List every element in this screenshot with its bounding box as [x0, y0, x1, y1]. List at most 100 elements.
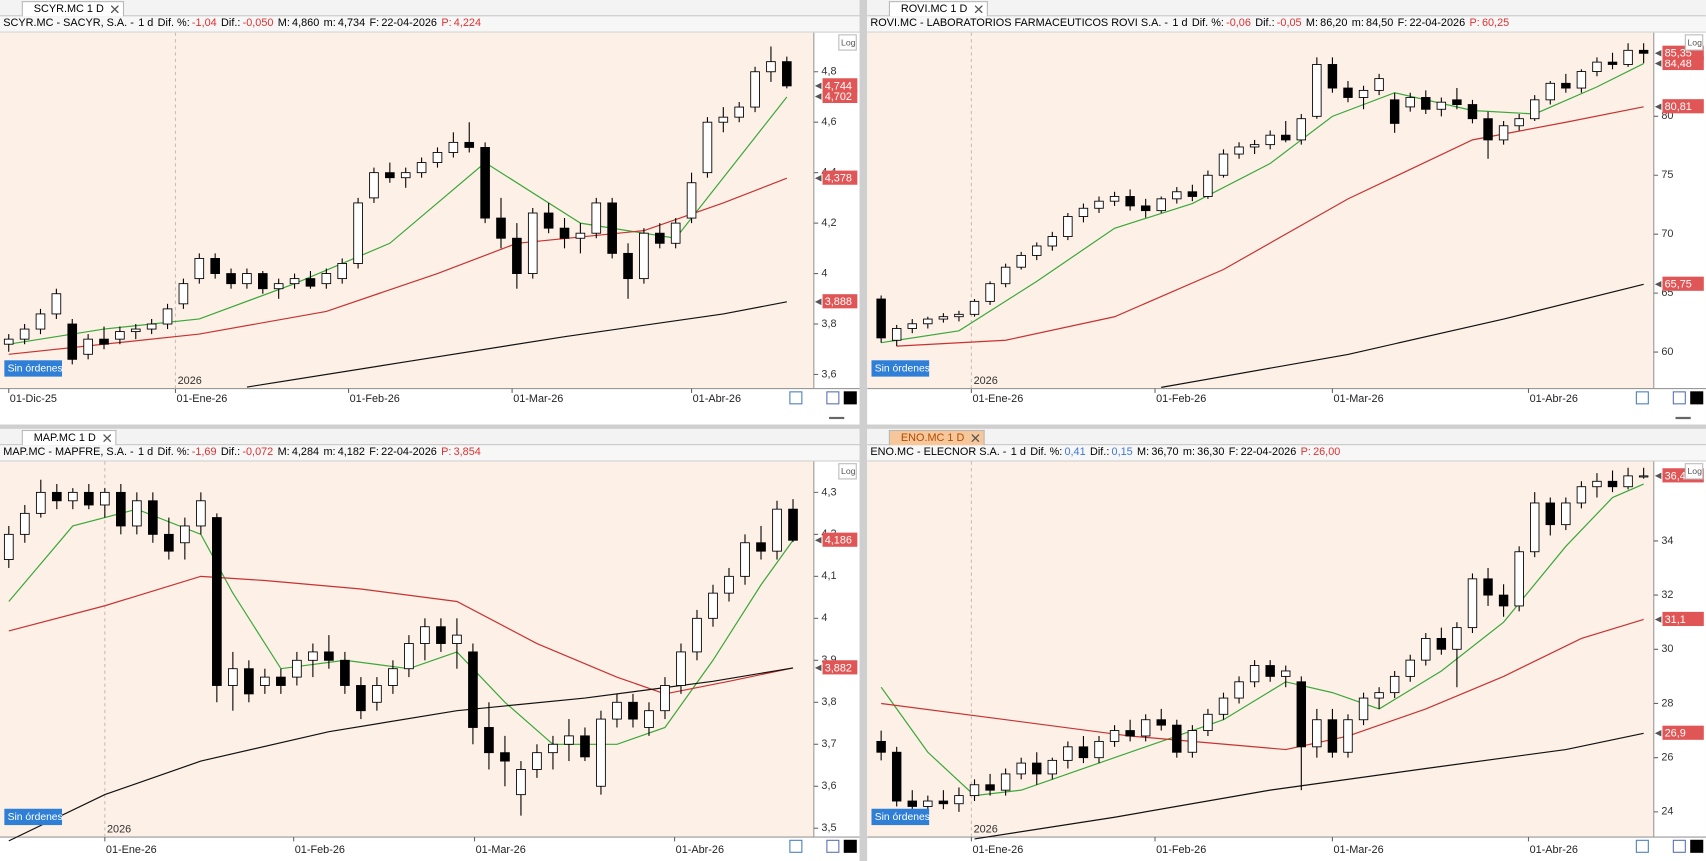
stat-value: -0,050 — [242, 17, 274, 30]
toolbar-icon[interactable] — [843, 839, 857, 853]
candle-body — [337, 263, 348, 280]
candle-body — [702, 121, 713, 174]
close-icon[interactable] — [971, 434, 980, 442]
candle-body — [1327, 64, 1338, 89]
candle-body — [1530, 502, 1540, 553]
candle-body — [543, 212, 554, 229]
toolbar-icon[interactable] — [1672, 391, 1686, 405]
toolbar-icon[interactable] — [789, 839, 803, 853]
candle-body — [766, 61, 776, 73]
price-tag-label: 4,186 — [825, 535, 852, 547]
price-tag-label: 31,1 — [1665, 614, 1686, 626]
candle-body — [258, 273, 268, 290]
y-tick-label: 26 — [1661, 752, 1673, 764]
toolbar-icon[interactable] — [1690, 839, 1704, 853]
toolbar-icon[interactable] — [826, 391, 840, 405]
candle-body — [1592, 480, 1602, 488]
stat-value: -0,05 — [1276, 17, 1302, 30]
y-tick-label: 32 — [1661, 589, 1673, 601]
price-arrow — [814, 93, 822, 100]
candle-body — [464, 141, 475, 148]
candle-body — [1203, 713, 1213, 732]
stat-label: m: — [1182, 446, 1195, 459]
stat-value: 60,25 — [1481, 17, 1510, 30]
close-icon[interactable] — [974, 5, 983, 14]
toolbar-icon[interactable] — [826, 839, 840, 853]
price-tag — [822, 660, 858, 675]
candle-body — [356, 685, 366, 712]
x-tick-label: 01-Ene-26 — [177, 393, 228, 405]
toolbar-icon[interactable] — [1635, 839, 1649, 853]
log-button[interactable]: Log — [1684, 34, 1704, 51]
stat-value: -1,04 — [191, 17, 217, 30]
orders-button[interactable]: Sin órdenes — [4, 808, 63, 826]
candle-body — [196, 500, 206, 527]
candle-body — [985, 784, 995, 791]
chart-tab[interactable]: SCYR.MC 1 D — [21, 1, 125, 17]
candle-body — [1016, 762, 1026, 775]
symbol-name: ENO.MC - ELECNOR S.A. - — [870, 446, 1007, 459]
candle-body — [954, 313, 964, 318]
candle-body — [1498, 594, 1509, 607]
candle-body — [289, 278, 300, 285]
orders-button[interactable]: Sin órdenes — [871, 808, 930, 826]
candle-body — [404, 643, 414, 670]
orders-button-label: Sin órdenes — [8, 812, 63, 823]
candle-body — [1374, 78, 1384, 91]
candle-body — [740, 542, 750, 577]
toolbar-icon[interactable] — [1635, 391, 1649, 405]
candle-body — [670, 222, 681, 244]
chart-panel: ROVI.MC 1 D ROVI.MC - LABORATORIOS FARMAC… — [867, 0, 1706, 425]
candle-body — [907, 323, 917, 329]
stat-value: 36,70 — [1151, 446, 1179, 459]
candle-body — [67, 491, 78, 502]
toolbar-icon[interactable] — [789, 391, 803, 405]
close-icon[interactable] — [103, 434, 112, 442]
candle-body — [432, 152, 443, 164]
candle-body — [1187, 191, 1198, 197]
candle-body — [788, 508, 798, 541]
tab-label: ENO.MC 1 D — [900, 432, 965, 445]
orders-button-box — [871, 360, 930, 377]
y-tick-label: 75 — [1661, 169, 1673, 181]
toolbar-icon[interactable] — [843, 391, 857, 405]
log-button[interactable]: Log — [1684, 463, 1704, 480]
log-button[interactable]: Log — [838, 34, 857, 51]
candle-body — [923, 318, 933, 325]
candle-body — [1063, 216, 1073, 237]
candle-body — [1607, 61, 1618, 65]
stat-value: 0,15 — [1111, 446, 1133, 459]
x-tick-label: 01-Mar-26 — [1334, 393, 1384, 405]
chart-tab[interactable]: MAP.MC 1 D — [21, 429, 117, 446]
period: 1 d — [138, 446, 154, 459]
y-tick-label: 3,6 — [821, 368, 836, 380]
candle-body — [400, 172, 411, 179]
moving-average — [8, 575, 794, 695]
stat-value: 22-04-2026 — [381, 17, 437, 30]
candle-body — [1094, 740, 1104, 759]
x-tick-label: 01-Dic-25 — [10, 393, 57, 405]
price-arrow — [814, 536, 822, 544]
chart-tab[interactable]: ENO.MC 1 D — [888, 429, 986, 446]
price-tag — [822, 294, 858, 309]
log-button[interactable]: Log — [838, 463, 857, 480]
chart-tab[interactable]: ROVI.MC 1 D — [888, 1, 989, 17]
candle-body — [324, 651, 334, 661]
candle-body — [369, 172, 379, 199]
orders-button[interactable]: Sin órdenes — [871, 360, 930, 377]
candle-body — [1561, 502, 1571, 526]
price-tag — [1662, 99, 1704, 114]
year-label: 2026 — [107, 823, 131, 835]
candle-body — [146, 323, 157, 330]
close-icon[interactable] — [111, 5, 120, 14]
candle-body — [292, 659, 302, 678]
candle-body — [969, 300, 980, 315]
orders-button[interactable]: Sin órdenes — [4, 360, 63, 377]
price-tag-label: 36,4 — [1665, 470, 1686, 482]
candle-body — [484, 727, 494, 754]
symbol-name: MAP.MC - MAPFRE, S.A. - — [3, 446, 134, 459]
toolbar-icon[interactable] — [1672, 839, 1686, 853]
stat-value: 36,30 — [1197, 446, 1225, 459]
candle-body — [1638, 49, 1649, 54]
toolbar-icon[interactable] — [1690, 391, 1704, 405]
